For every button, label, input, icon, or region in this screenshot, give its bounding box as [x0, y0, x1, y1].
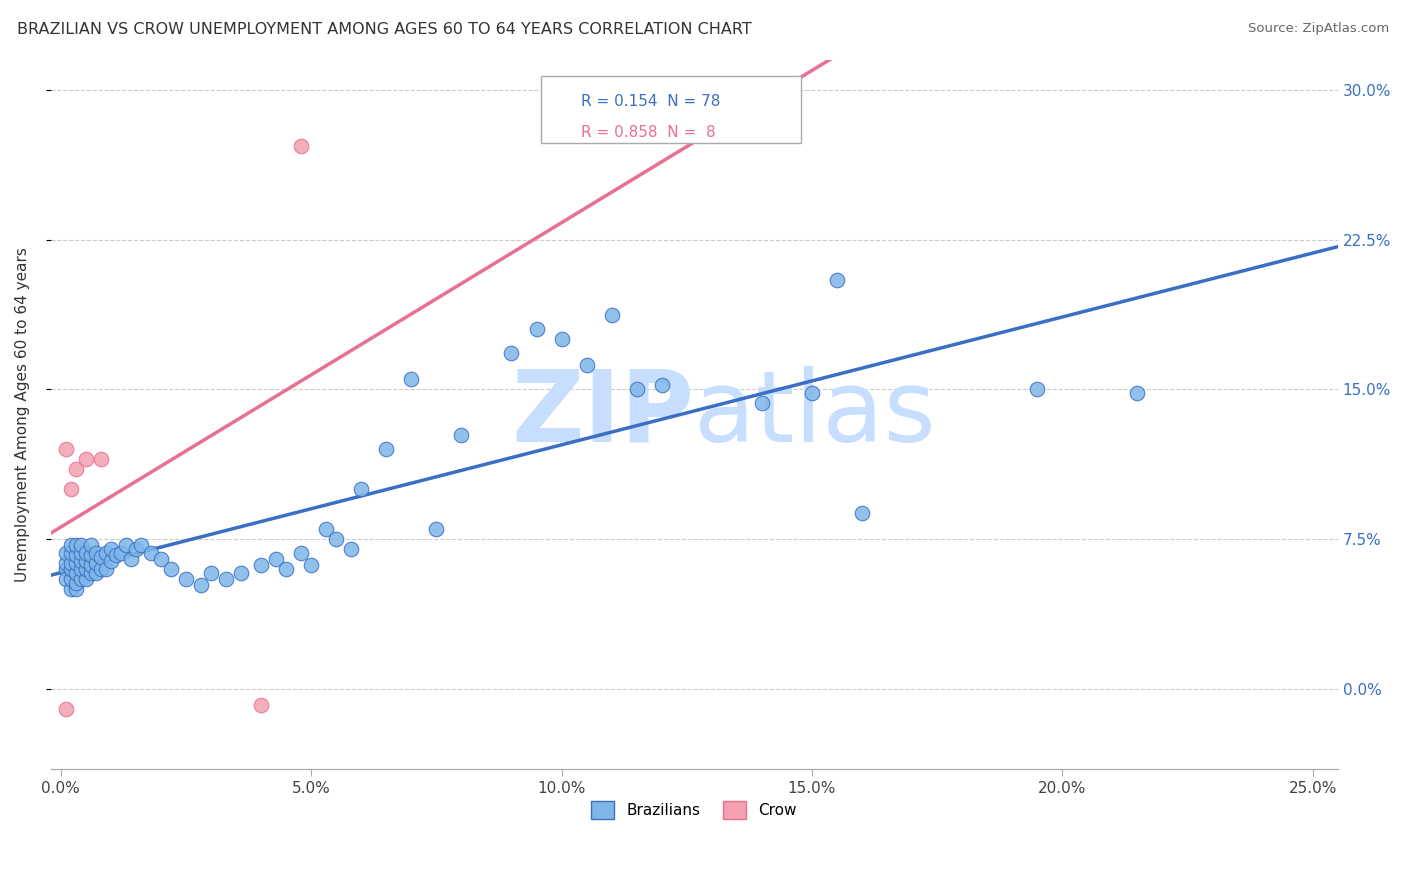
Point	[55, 442, 77, 457]
Point	[59, 483, 82, 497]
Point	[70, 573, 93, 587]
Point	[626, 383, 648, 397]
Point	[120, 552, 142, 566]
Point	[80, 566, 103, 581]
Point	[100, 542, 122, 557]
Text: BRAZILIAN VS CROW UNEMPLOYMENT AMONG AGES 60 TO 64 YEARS CORRELATION CHART: BRAZILIAN VS CROW UNEMPLOYMENT AMONG AGE…	[17, 22, 752, 37]
Point	[70, 562, 93, 576]
Point	[401, 372, 423, 386]
Point	[70, 546, 93, 560]
Text: R = 0.858  N =  8: R = 0.858 N = 8	[581, 125, 716, 140]
Point	[174, 573, 197, 587]
Point	[425, 523, 447, 537]
Point	[250, 698, 273, 713]
Point	[215, 573, 238, 587]
Point	[55, 546, 77, 560]
Point	[1026, 383, 1049, 397]
Point	[600, 309, 623, 323]
Point	[450, 428, 472, 442]
Point	[59, 562, 82, 576]
Point	[75, 562, 97, 576]
Point	[59, 557, 82, 571]
Point	[80, 549, 103, 563]
Point	[501, 346, 523, 360]
Point	[94, 562, 117, 576]
Point	[75, 573, 97, 587]
Point	[110, 546, 132, 560]
Point	[90, 562, 112, 576]
Point	[350, 483, 373, 497]
Point	[59, 582, 82, 597]
Point	[290, 546, 312, 560]
Point	[299, 558, 322, 573]
Point	[55, 562, 77, 576]
Point	[65, 566, 87, 581]
Point	[276, 562, 298, 576]
Point	[65, 549, 87, 563]
Text: R = 0.154  N = 78: R = 0.154 N = 78	[581, 94, 720, 109]
Point	[55, 573, 77, 587]
Point	[75, 546, 97, 560]
Point	[526, 322, 548, 336]
Point	[325, 533, 347, 547]
Point	[75, 554, 97, 568]
Point	[100, 554, 122, 568]
Point	[825, 272, 848, 286]
Point	[65, 557, 87, 571]
Point	[65, 582, 87, 597]
Point	[190, 578, 212, 592]
Point	[104, 549, 127, 563]
Point	[315, 523, 337, 537]
Point	[550, 333, 572, 347]
Point	[59, 538, 82, 552]
Point	[84, 557, 107, 571]
Point	[59, 546, 82, 560]
Point	[200, 566, 222, 581]
Point	[264, 552, 287, 566]
Point	[65, 462, 87, 476]
Point	[139, 546, 162, 560]
Point	[229, 566, 252, 581]
Legend: Brazilians, Crow: Brazilians, Crow	[585, 795, 803, 825]
Point	[65, 576, 87, 591]
Point	[75, 452, 97, 467]
Point	[160, 562, 183, 576]
Point	[65, 538, 87, 552]
Point	[150, 552, 173, 566]
Point	[250, 558, 273, 573]
Point	[651, 378, 673, 392]
Point	[70, 554, 93, 568]
Point	[55, 702, 77, 716]
Y-axis label: Unemployment Among Ages 60 to 64 years: Unemployment Among Ages 60 to 64 years	[15, 247, 30, 582]
Point	[90, 550, 112, 565]
Point	[340, 542, 363, 557]
Point	[90, 452, 112, 467]
Point	[94, 546, 117, 560]
Point	[80, 538, 103, 552]
Text: Source: ZipAtlas.com: Source: ZipAtlas.com	[1249, 22, 1389, 36]
Text: atlas: atlas	[695, 366, 936, 463]
Point	[751, 396, 773, 410]
Text: ZIP: ZIP	[512, 366, 695, 463]
Point	[800, 386, 823, 401]
Point	[129, 538, 152, 552]
Point	[80, 558, 103, 573]
Point	[290, 138, 312, 153]
Point	[84, 546, 107, 560]
Point	[125, 542, 148, 557]
Point	[84, 566, 107, 581]
Point	[1126, 386, 1149, 401]
Point	[851, 507, 873, 521]
Point	[55, 557, 77, 571]
Point	[115, 538, 138, 552]
Point	[375, 442, 398, 457]
Point	[70, 538, 93, 552]
Point	[59, 573, 82, 587]
Point	[575, 359, 598, 373]
